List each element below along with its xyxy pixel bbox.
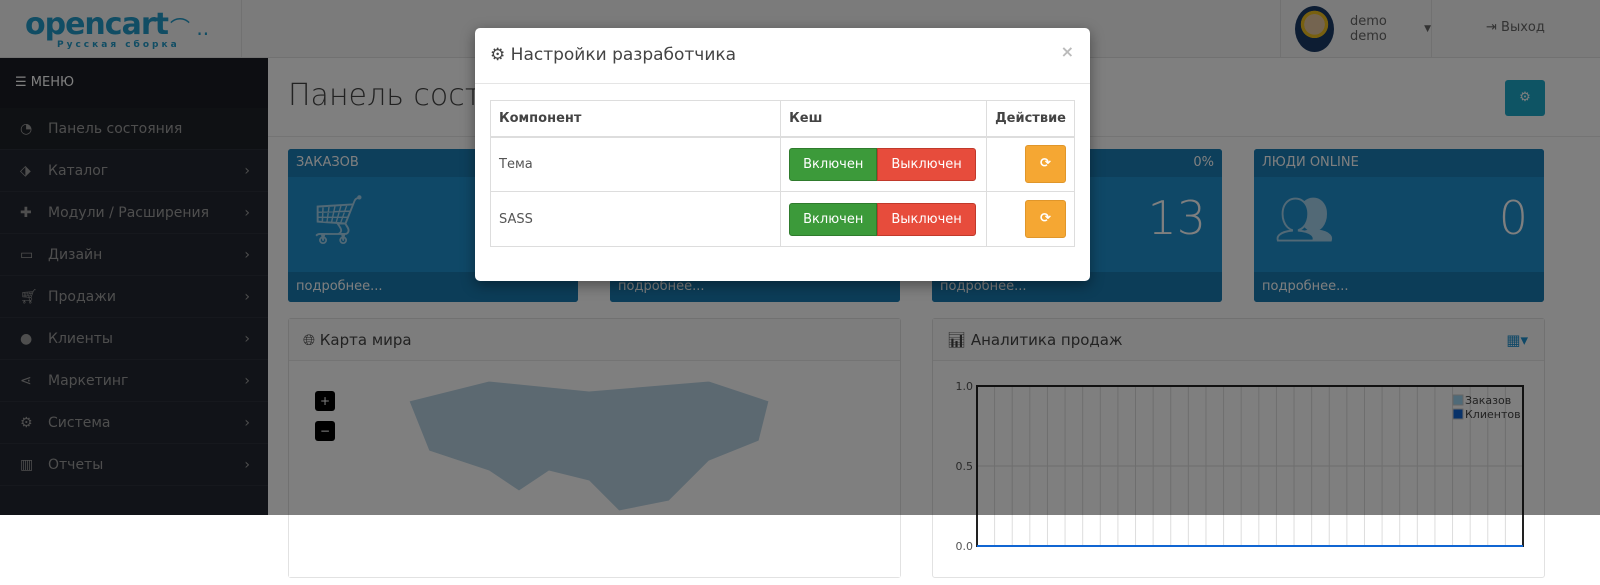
cache-on-button[interactable]: Включен [789, 202, 878, 236]
y-tick-label: 0.0 [956, 540, 974, 553]
table-row: Тема Включен Выключен ⟳ [489, 136, 1075, 192]
refresh-icon: ⟳ [1040, 156, 1051, 172]
component-name: SASS [489, 191, 782, 247]
column-header: Действие [986, 100, 1075, 138]
cache-off-button[interactable]: Выключен [877, 202, 976, 236]
refresh-button[interactable]: ⟳ [1025, 145, 1066, 184]
refresh-icon: ⟳ [1040, 211, 1051, 226]
refresh-button[interactable]: ⟳ [1025, 200, 1066, 238]
close-button[interactable]: × [1060, 42, 1074, 61]
cache-on-button[interactable]: Включен [789, 147, 878, 181]
cache-off-button[interactable]: Выключен [877, 147, 976, 181]
cache-table: Компонент Кеш Действие Тема Включен Выклю… [489, 100, 1075, 247]
gear-icon: ⚙ [490, 45, 511, 65]
column-header: Кеш [780, 100, 988, 138]
table-row: SASS Включен Выключен ⟳ [489, 191, 1075, 247]
developer-settings-modal: ⚙ Настройки разработчика × Компонент Кеш… [475, 28, 1090, 281]
modal-title: Настройки разработчика [510, 45, 737, 65]
component-name: Тема [489, 136, 782, 192]
column-header: Компонент [489, 100, 782, 138]
